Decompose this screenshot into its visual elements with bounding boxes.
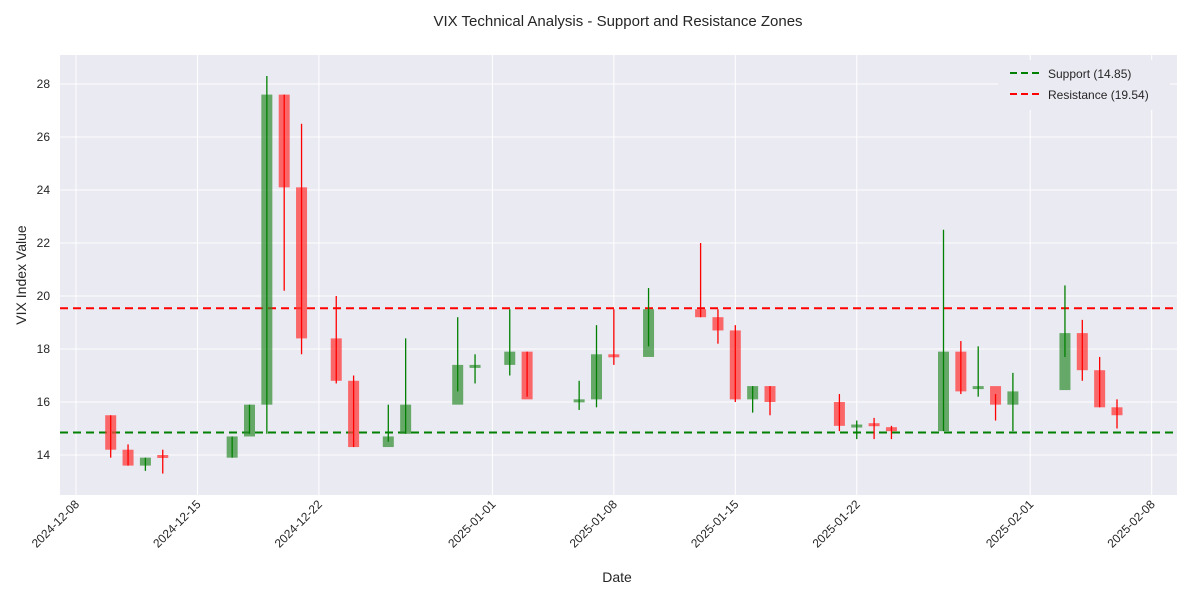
legend-box: [998, 60, 1170, 110]
legend-label-resistance: Resistance (19.54): [1048, 88, 1149, 102]
candle: [1076, 319, 1088, 381]
candle: [330, 296, 342, 384]
candle: [521, 351, 533, 400]
candle: [729, 325, 741, 402]
x-tick-label: 2024-12-15: [150, 497, 204, 551]
y-axis-label: VIX Index Value: [13, 225, 29, 325]
legend-item-resistance: Resistance (19.54): [1010, 88, 1149, 102]
candle: [1094, 356, 1106, 408]
candle: [469, 354, 481, 384]
x-axis-ticks: 2024-12-08 2024-12-15 2024-12-22 2025-01-01…: [29, 497, 1158, 551]
y-tick-label: 14: [37, 448, 51, 462]
candle: [105, 415, 117, 458]
x-tick-label: 2024-12-08: [29, 497, 83, 551]
candle-body: [1059, 333, 1071, 391]
candle: [504, 309, 516, 376]
candle: [226, 436, 238, 458]
grid-lines: [60, 55, 1177, 495]
candle: [261, 76, 273, 434]
candle: [695, 243, 707, 318]
candle: [573, 380, 585, 410]
candle: [244, 404, 255, 437]
candle: [452, 317, 464, 405]
candle: [348, 375, 360, 448]
x-tick-label: 2025-01-15: [688, 497, 742, 551]
candle: [1007, 372, 1019, 432]
candle: [1111, 399, 1123, 429]
y-tick-label: 26: [37, 130, 51, 144]
chart-title: VIX Technical Analysis - Support and Res…: [433, 13, 802, 30]
y-axis-ticks: 14 16 18 20 22 24 26 28: [37, 77, 51, 462]
y-tick-label: 28: [37, 77, 51, 91]
candle: [296, 123, 308, 355]
candle: [938, 229, 949, 432]
candle: [139, 457, 151, 471]
x-tick-label: 2025-01-08: [567, 497, 621, 551]
candle: [643, 288, 655, 357]
legend-item-support: Support (14.85): [1010, 67, 1131, 81]
legend-label-support: Support (14.85): [1048, 67, 1131, 81]
candle: [990, 386, 1002, 421]
y-tick-label: 20: [37, 289, 51, 303]
candle: [157, 449, 169, 474]
x-tick-label: 2024-12-22: [272, 497, 326, 551]
candle: [122, 444, 134, 466]
candle: [972, 346, 984, 397]
candle: [851, 420, 863, 440]
candle: [747, 386, 759, 413]
y-tick-label: 18: [37, 342, 51, 356]
candle: [278, 94, 290, 291]
x-tick-label: 2025-01-22: [810, 497, 864, 551]
candle: [591, 325, 602, 408]
candle: [885, 425, 897, 440]
y-tick-label: 22: [37, 236, 51, 250]
x-tick-label: 2025-02-01: [983, 497, 1037, 551]
candle: [1059, 285, 1071, 391]
candle: [712, 309, 724, 344]
candle: [764, 386, 776, 416]
legend: Support (14.85) Resistance (19.54): [998, 60, 1170, 110]
candle: [833, 394, 845, 432]
x-axis-label: Date: [602, 569, 632, 585]
candlestick-series: [105, 76, 1123, 474]
x-tick-label: 2025-01-01: [445, 497, 499, 551]
candle: [955, 341, 967, 395]
candle: [382, 404, 394, 448]
x-tick-label: 2025-02-08: [1105, 497, 1159, 551]
candle: [608, 309, 620, 365]
candle: [400, 338, 412, 434]
y-tick-label: 24: [37, 183, 51, 197]
candle: [868, 417, 880, 440]
plot-area: [60, 55, 1177, 495]
y-tick-label: 16: [37, 395, 51, 409]
